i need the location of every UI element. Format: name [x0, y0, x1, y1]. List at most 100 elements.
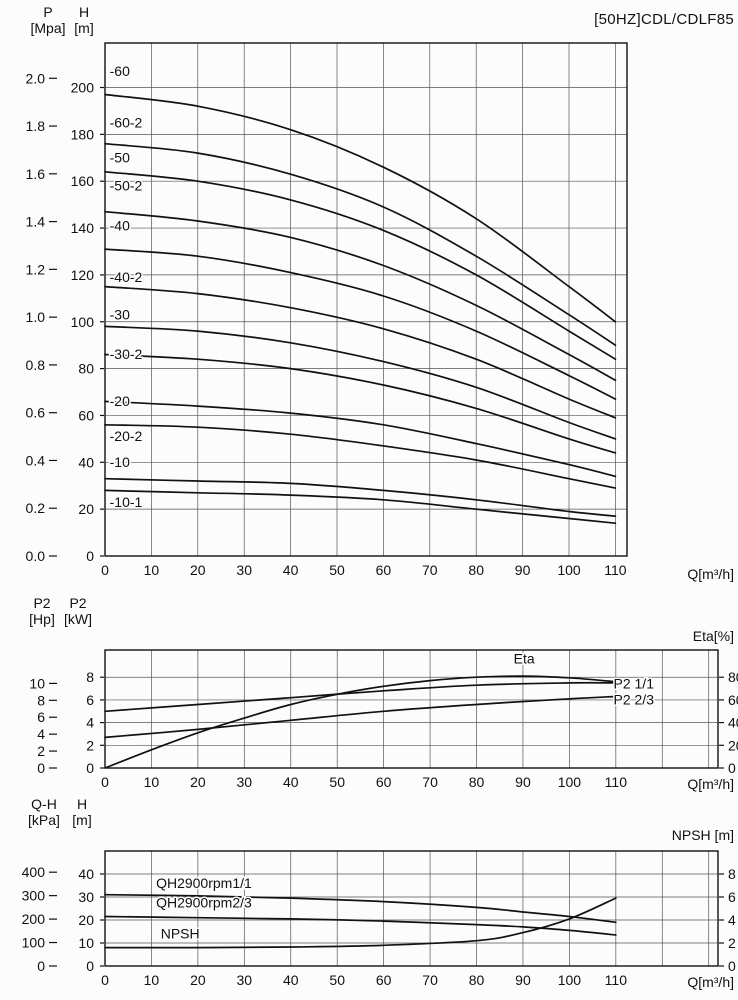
chart-inlet-pressure-npsh: 0 10 20 30 40 50 60 70 80 90 100 110010203040010020… — [22, 850, 736, 988]
x-tick-label: 40 — [283, 562, 299, 578]
x-tick-label: 110 — [605, 774, 628, 790]
flow-axis-label-top: Q[m³/h] — [687, 566, 734, 582]
x-tick-label: 40 — [283, 972, 299, 988]
y2-tick-label: 0 — [37, 958, 45, 974]
curve--50 — [104, 170, 617, 361]
yr-tick-label: 60 — [728, 692, 738, 708]
y-tick-label: 20 — [78, 912, 94, 928]
x-tick-label: 80 — [469, 972, 485, 988]
x-tick-label: 10 — [144, 972, 160, 988]
y-tick-label: 0 — [86, 548, 94, 564]
x-tick-label: 10 — [144, 562, 160, 578]
y2-tick-label: 400 — [22, 864, 46, 880]
curve--40 — [104, 248, 617, 400]
series-label: -30-2 — [110, 346, 143, 362]
chart-head-capacity: 0 10 20 30 40 50 60 70 80 90 100 110 0 20 40 60 80 100 120… — [26, 42, 628, 578]
x-tick-label: 60 — [376, 774, 392, 790]
curve--60-2 — [104, 142, 617, 347]
y2-tick-label: 1.6 — [26, 166, 46, 182]
y-tick-label: 160 — [71, 173, 95, 189]
x-tick-label: 50 — [329, 562, 345, 578]
plot-border — [104, 42, 628, 557]
curve--30 — [104, 325, 617, 440]
y-tick-label: 200 — [71, 80, 95, 96]
series-label: NPSH — [161, 925, 200, 941]
head-axis-title: H [m] — [74, 4, 94, 37]
x-tick-label: 0 — [101, 562, 109, 578]
series-label: QH2900rpm1/1 — [156, 875, 252, 891]
curve--10-1 — [104, 489, 617, 525]
x-tick-label: 40 — [283, 774, 299, 790]
y2-tick-label: 0 — [37, 760, 45, 776]
plot-border — [104, 649, 719, 769]
curve--20 — [104, 400, 617, 478]
y2-tick-label: 0.8 — [26, 357, 46, 373]
curve-QH2900rpm2/3 — [104, 915, 617, 936]
y-tick-label: 180 — [71, 126, 95, 142]
yr-tick-label: 80 — [728, 669, 738, 685]
x-tick-label: 20 — [190, 972, 206, 988]
npsh-axis-title: NPSH [m] — [671, 827, 734, 843]
x-tick-label: 110 — [604, 562, 627, 578]
y2-tick-label: 200 — [22, 911, 46, 927]
y2-tick-label: 300 — [22, 888, 46, 904]
series-label: -10-1 — [110, 494, 143, 510]
series-label: -40 — [110, 217, 130, 233]
y-tick-label: 60 — [78, 407, 94, 423]
yr-tick-label: 8 — [728, 866, 736, 882]
x-tick-label: 80 — [469, 774, 485, 790]
x-tick-label: 50 — [329, 972, 345, 988]
curve--30-2 — [104, 353, 617, 454]
curve--60 — [104, 93, 617, 323]
y2-tick-label: 1.4 — [26, 214, 46, 230]
y-tick-label: 140 — [71, 220, 95, 236]
y2-tick-label: 4 — [37, 726, 45, 742]
y-tick-label: 100 — [71, 314, 95, 330]
x-tick-label: 30 — [236, 562, 252, 578]
x-tick-label: 50 — [329, 774, 345, 790]
series-label: P2 1/1 — [614, 676, 655, 692]
x-tick-label: 100 — [558, 774, 582, 790]
y2-tick-label: 1.2 — [26, 261, 46, 277]
y2-tick-label: 1.0 — [26, 309, 46, 325]
x-tick-label: 70 — [422, 972, 438, 988]
series-label: -50-2 — [110, 178, 143, 194]
series-label: -60-2 — [110, 114, 143, 130]
flow-axis-label-mid: Q[m³/h] — [687, 776, 734, 792]
y-tick-label: 8 — [86, 669, 94, 685]
x-tick-label: 110 — [605, 972, 628, 988]
series-label: -30 — [110, 306, 130, 322]
kpa-axis-title: Q-H [kPa] — [28, 796, 60, 829]
curve--40-2 — [104, 285, 617, 419]
y-tick-label: 0 — [86, 760, 94, 776]
x-tick-label: 0 — [101, 972, 109, 988]
x-tick-label: 100 — [558, 972, 582, 988]
y-tick-label: 40 — [78, 866, 94, 882]
series-label: -20 — [110, 393, 130, 409]
yr-tick-label: 0 — [728, 958, 736, 974]
x-tick-label: 0 — [101, 774, 109, 790]
y-tick-label: 0 — [86, 958, 94, 974]
curve-P2 1/1 — [104, 681, 617, 713]
y2-tick-label: 2.0 — [26, 70, 46, 86]
y-tick-label: 120 — [71, 267, 95, 283]
head2-axis-title: H [m] — [72, 796, 92, 829]
series-label: P2 2/3 — [614, 691, 655, 707]
y2-tick-label: 0.6 — [26, 405, 46, 421]
y2-tick-label: 0.0 — [26, 548, 46, 564]
y-tick-label: 40 — [78, 454, 94, 470]
series-label: -50 — [110, 149, 130, 165]
y-tick-label: 30 — [78, 889, 94, 905]
series-label: -10 — [110, 454, 130, 470]
y2-tick-label: 8 — [37, 692, 45, 708]
x-tick-label: 90 — [515, 972, 531, 988]
x-tick-label: 100 — [557, 562, 581, 578]
y2-tick-label: 0.2 — [26, 500, 46, 516]
yr-tick-label: 6 — [728, 889, 736, 905]
x-tick-label: 70 — [422, 774, 438, 790]
x-tick-label: 90 — [515, 774, 531, 790]
series-label: Eta — [514, 651, 535, 667]
curve-QH2900rpm1/1 — [104, 893, 617, 924]
chart-power-efficiency: 0102030405060708090100110024680246810020… — [29, 649, 738, 790]
